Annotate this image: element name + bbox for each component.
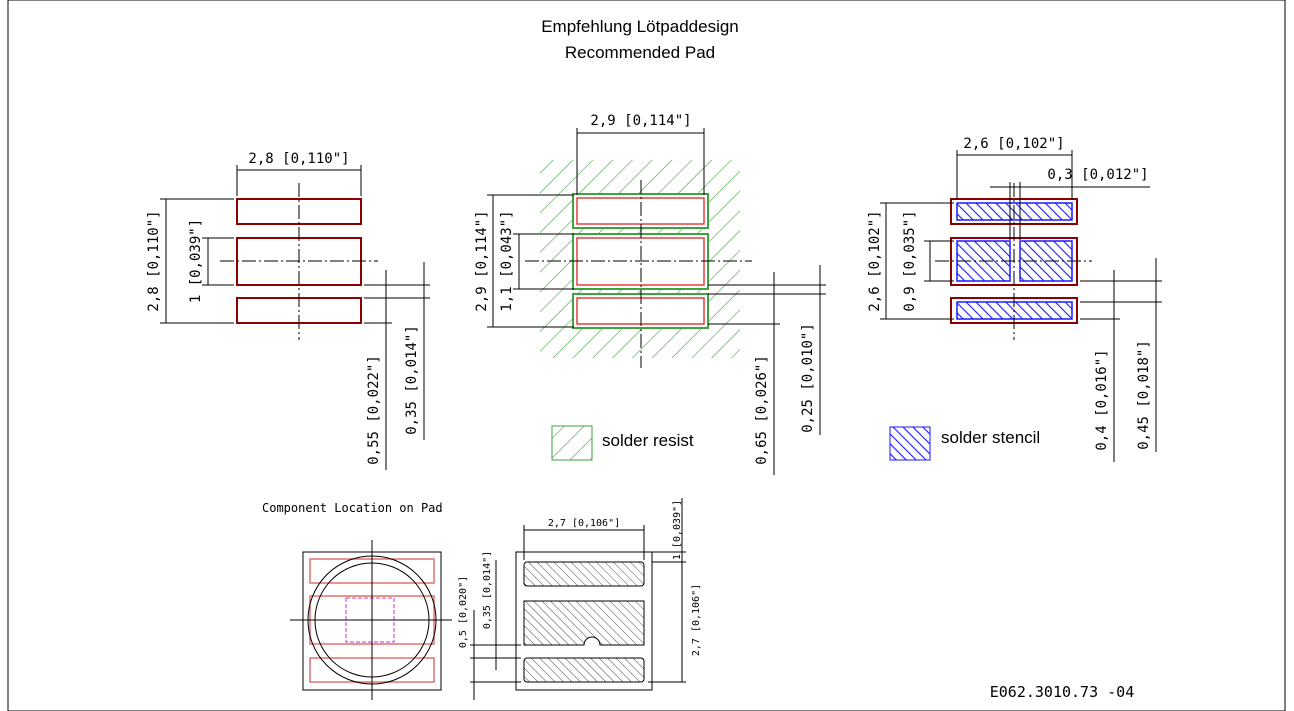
view-resist: 2,9 [0,114"] 2,9 [0,114"] 1,1 [0,043"] 0… — [474, 113, 826, 475]
document-id: E062.3010.73 -04 — [990, 683, 1135, 701]
stencil-gap-dim: 0,45 [0,018"] — [1136, 340, 1152, 450]
resist-gap-dim: 0,25 [0,010"] — [800, 323, 816, 433]
pads-outer-dim: 0,55 [0,022"] — [366, 355, 382, 465]
legend-stencil: solder stencil — [889, 426, 1040, 461]
component-pad-view: 2,7 [0,106"] 1 [0,039"] 2,7 [0,106"] 0,5… — [458, 498, 702, 700]
resist-height-dim: 2,9 [0,114"] — [474, 210, 490, 311]
pads-width-dim: 2,8 [0,110"] — [248, 151, 349, 167]
title-en: Recommended Pad — [565, 43, 715, 62]
pads-gap-dim: 0,35 [0,014"] — [404, 325, 420, 435]
component-pad-left-b: 0,35 [0,014"] — [482, 551, 493, 629]
legend-stencil-swatch — [889, 426, 931, 461]
legend-resist: solder resist — [551, 425, 694, 461]
legend-stencil-label: solder stencil — [941, 428, 1040, 447]
component-topgap-dim: 1 [0,039"] — [672, 500, 683, 560]
component-pad-left-a: 0,5 [0,020"] — [458, 576, 469, 648]
stencil-slot-dim: 0,3 [0,012"] — [1047, 167, 1148, 183]
resist-middle-dim: 1,1 [0,043"] — [499, 210, 515, 311]
stencil-height-dim: 2,6 [0,102"] — [867, 210, 883, 311]
view-pads: 2,8 [0,110"] 2,8 [0,110"] 1 [0,039"] 0,5… — [146, 151, 430, 470]
pads-height-dim: 2,8 [0,110"] — [146, 210, 162, 311]
component-caption: Component Location on Pad — [262, 501, 443, 515]
stencil-middle-dim: 0,9 [0,035"] — [902, 210, 918, 311]
pads-middle-dim: 1 [0,039"] — [188, 219, 204, 303]
drawing-frame — [7, 0, 1286, 711]
legend-resist-label: solder resist — [602, 431, 694, 450]
component-width-dim: 2,7 [0,106"] — [548, 518, 620, 529]
resist-outer-dim: 0,65 [0,026"] — [754, 355, 770, 465]
component-location-view — [290, 540, 452, 700]
stencil-width-dim: 2,6 [0,102"] — [963, 136, 1064, 152]
legend-resist-swatch — [551, 425, 593, 461]
stencil-outer-dim: 0,4 [0,016"] — [1094, 349, 1110, 450]
view-stencil: 2,6 [0,102"] 0,3 [0,012"] 2,6 [0,102"] 0… — [867, 136, 1162, 462]
component-height-dim: 2,7 [0,106"] — [691, 584, 702, 656]
title-de: Empfehlung Lötpaddesign — [541, 17, 739, 36]
resist-width-dim: 2,9 [0,114"] — [590, 113, 691, 129]
